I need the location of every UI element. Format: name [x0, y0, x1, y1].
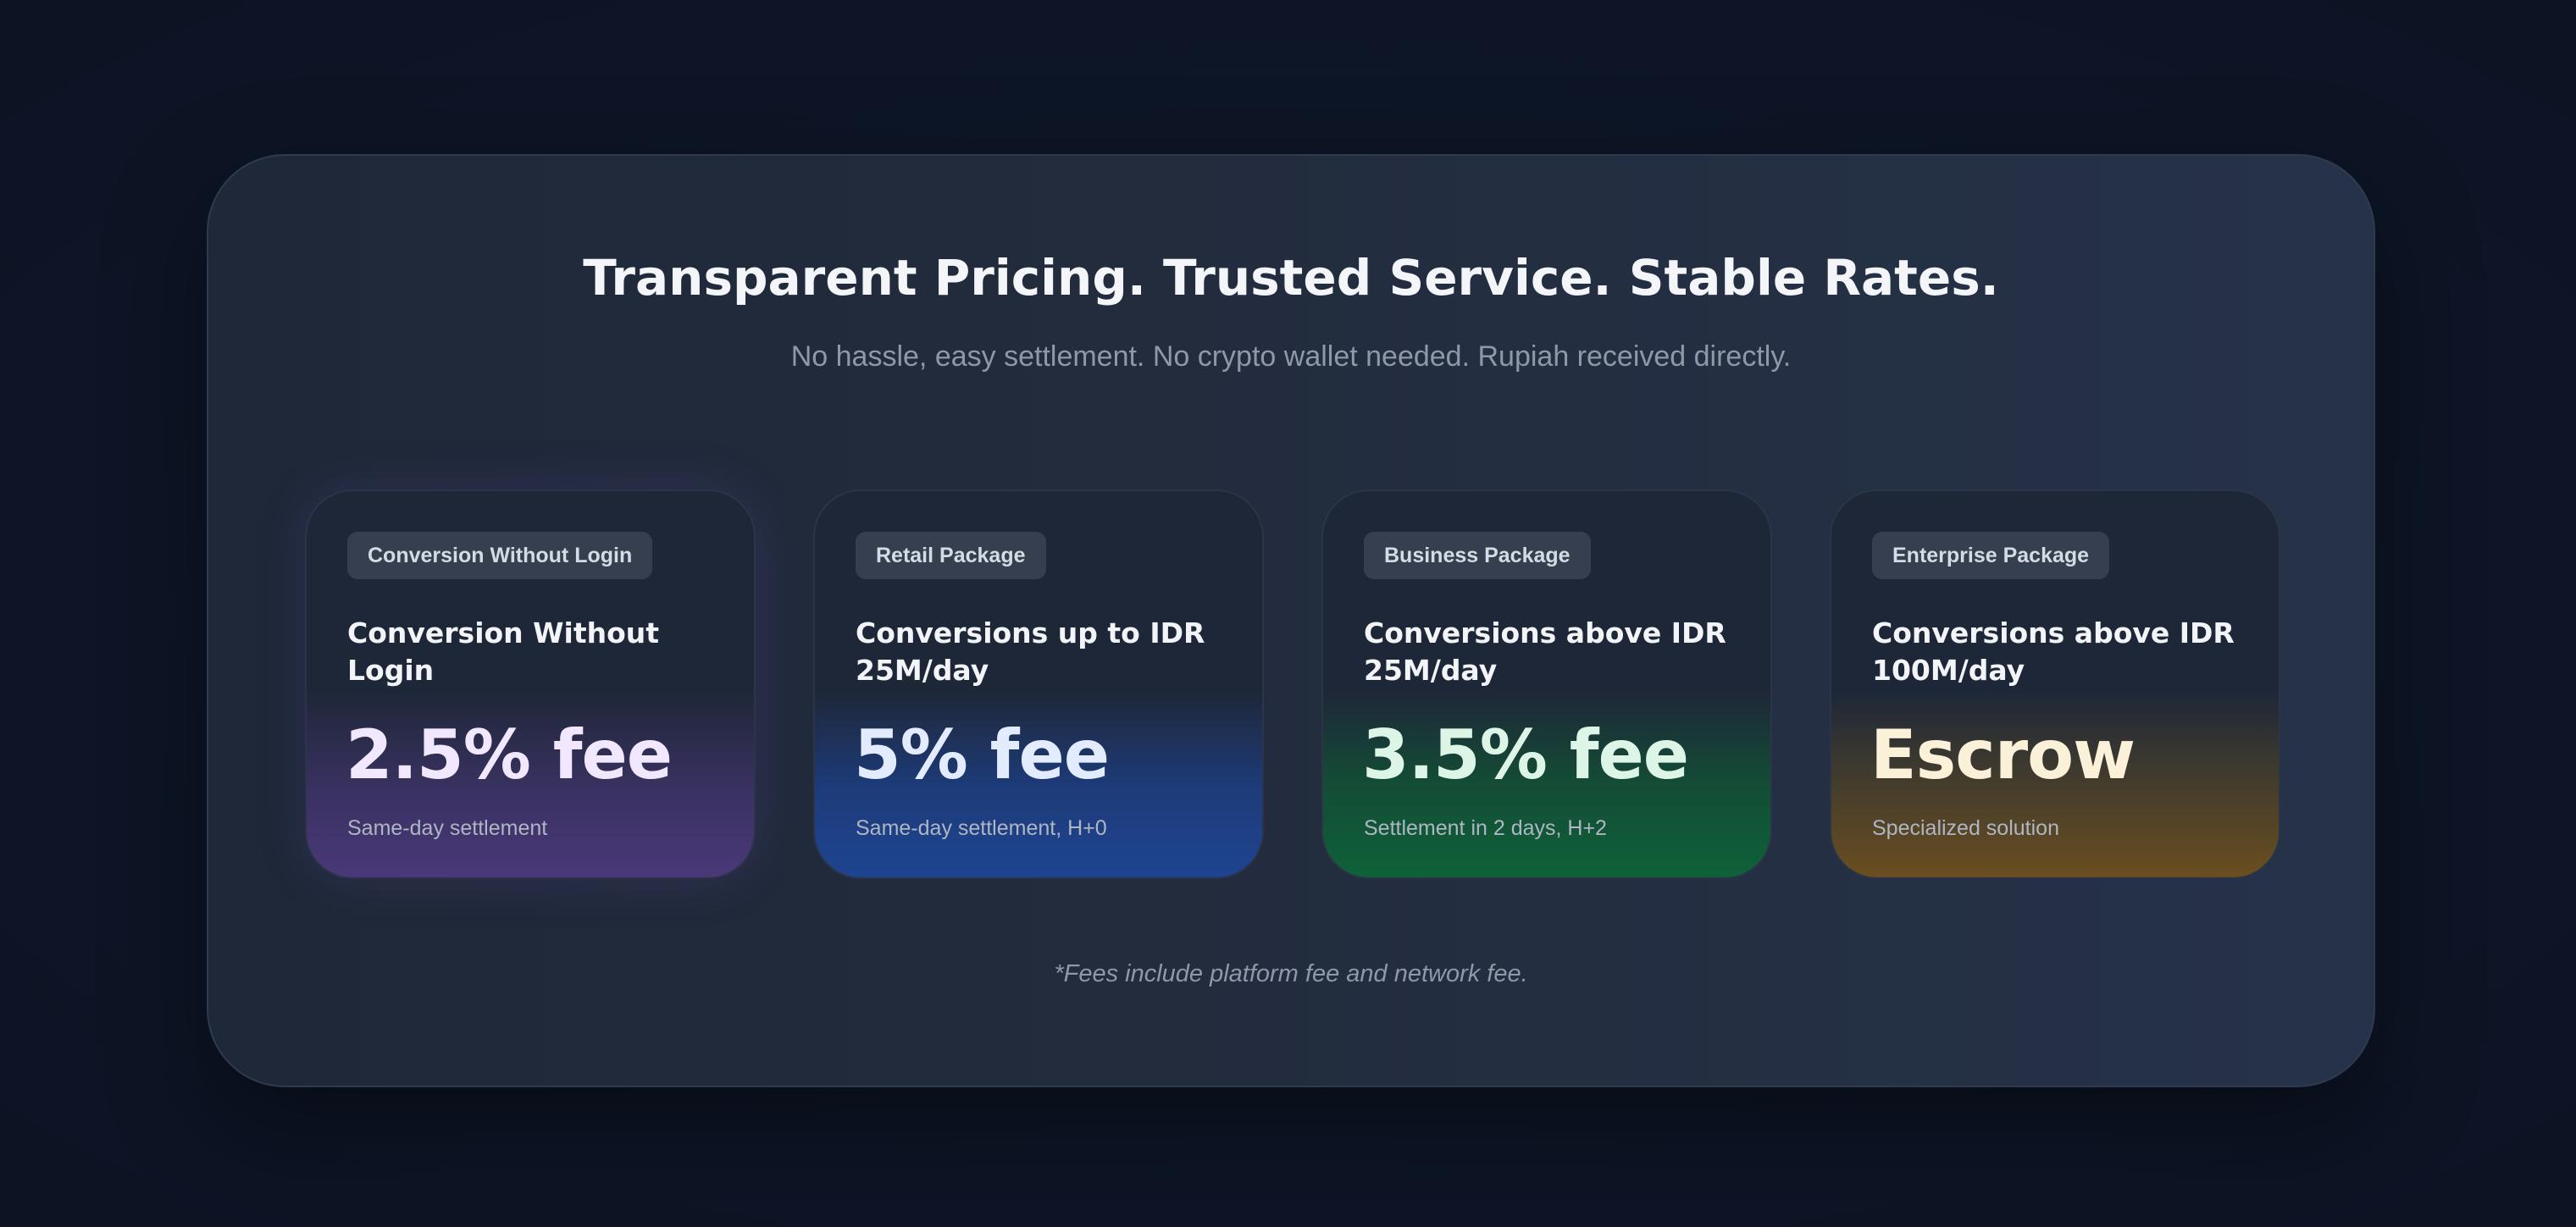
card-badge: Business Package [1364, 532, 1591, 579]
card-note: Same-day settlement [347, 816, 548, 840]
card-price: 3.5% fee [1362, 716, 1689, 794]
card-note: Specialized solution [1872, 816, 2059, 840]
pricing-panel: Transparent Pricing. Trusted Service. St… [207, 154, 2375, 1087]
card-headline: Conversions up to IDR 25M/day [856, 616, 1205, 687]
card-headline: Conversion Without Login [347, 616, 660, 687]
section-subtitle: No hassle, easy settlement. No crypto wa… [790, 340, 1792, 373]
section-title: Transparent Pricing. Trusted Service. St… [583, 249, 1999, 307]
card-price: 5% fee [854, 716, 1110, 794]
card-badge: Conversion Without Login [347, 532, 653, 579]
pricing-card-retail[interactable]: Retail Package Conversions up to IDR 25M… [813, 489, 1264, 879]
card-headline: Conversions above IDR 100M/day [1872, 616, 2235, 687]
card-price: Escrow [1870, 716, 2136, 794]
pricing-card-enterprise[interactable]: Enterprise Package Conversions above IDR… [1830, 489, 2280, 879]
pricing-card-business[interactable]: Business Package Conversions above IDR 2… [1321, 489, 1772, 879]
fees-footnote: *Fees include platform fee and network f… [1054, 960, 1528, 987]
card-badge: Retail Package [856, 532, 1046, 579]
card-note: Settlement in 2 days, H+2 [1364, 816, 1607, 840]
card-badge: Enterprise Package [1872, 532, 2110, 579]
card-headline: Conversions above IDR 25M/day [1364, 616, 1726, 687]
card-note: Same-day settlement, H+0 [856, 816, 1107, 840]
card-price: 2.5% fee [346, 716, 673, 794]
pricing-card-no-login[interactable]: Conversion Without Login Conversion With… [305, 489, 756, 879]
